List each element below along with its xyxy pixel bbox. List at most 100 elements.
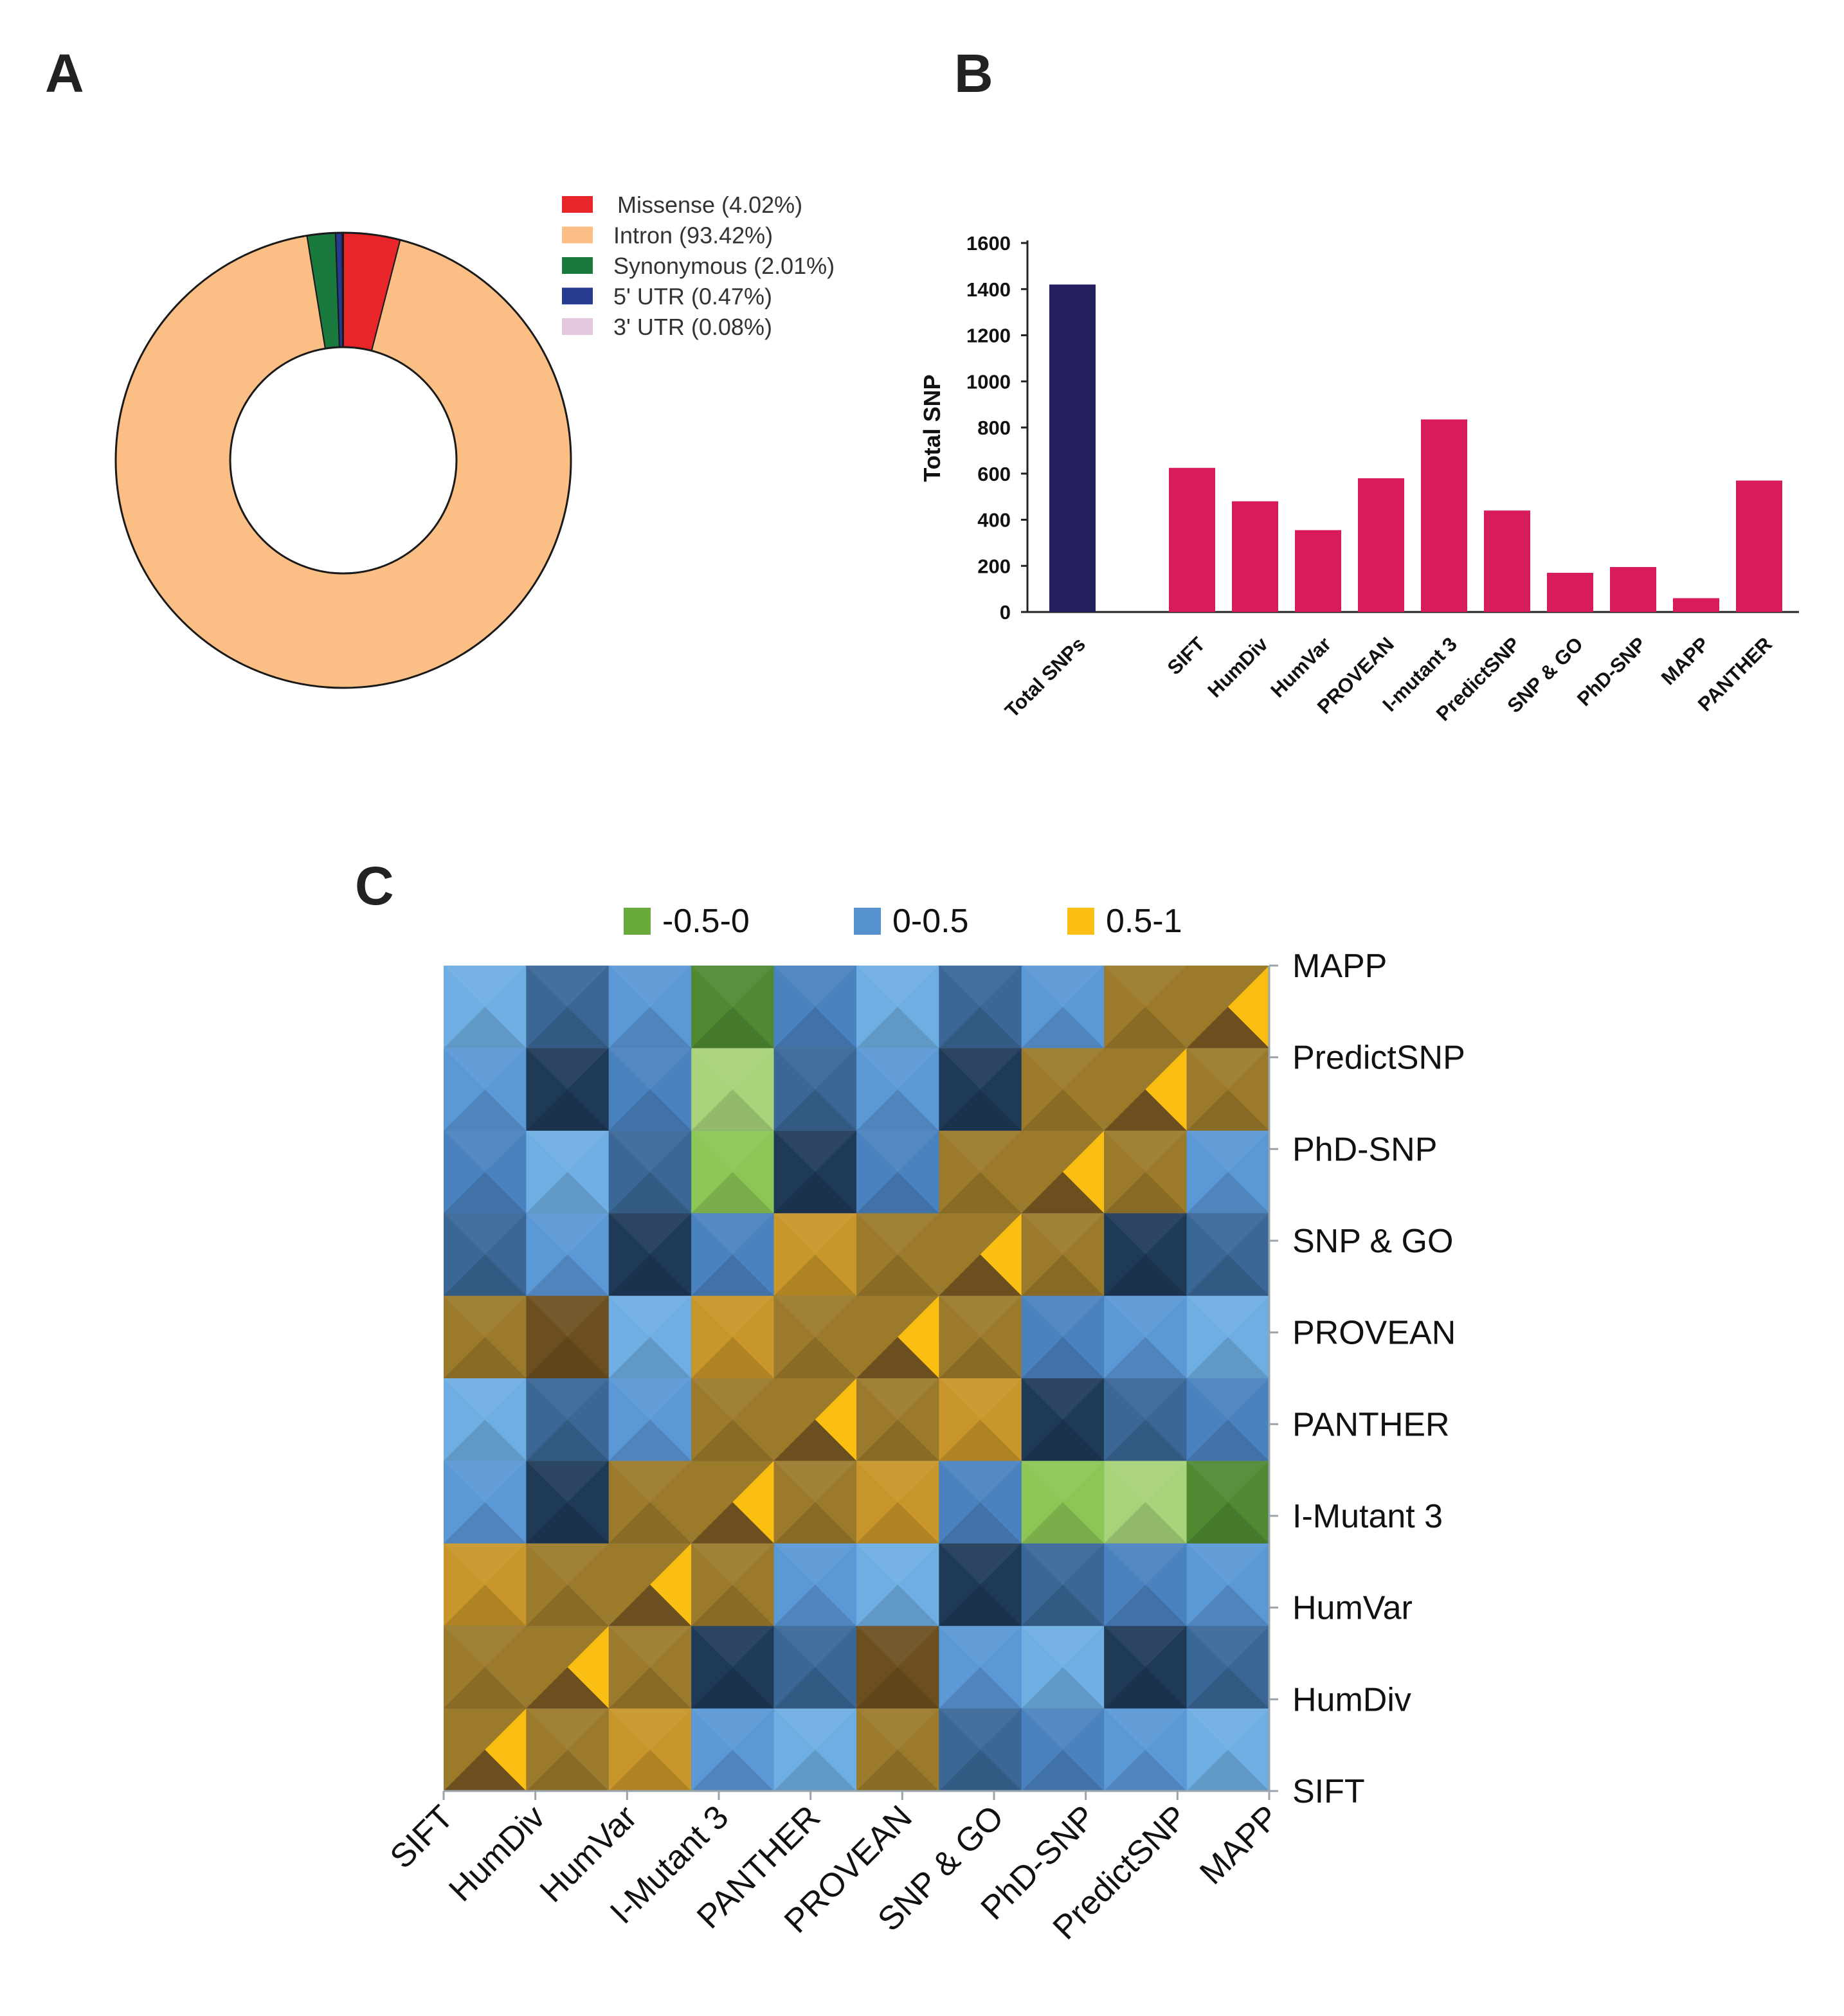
panel-label-c: C xyxy=(355,856,394,916)
heatmap-cell-snp-go-sift xyxy=(444,1213,527,1296)
heatmap-cell-sift-i-mutant-3 xyxy=(691,1708,774,1791)
bar-snp-go xyxy=(1547,573,1593,612)
y-tick-label-c-humdiv: HumDiv xyxy=(1292,1681,1411,1718)
heatmap-cell-snp-go-humvar xyxy=(608,1213,692,1296)
heatmap-cell-snp-go-humdiv xyxy=(526,1213,609,1296)
heatmap-cell-provean-panther xyxy=(773,1295,856,1378)
heatmap-cell-sift-provean xyxy=(856,1708,939,1791)
heatmap-cell-i-mutant-3-snp-go xyxy=(939,1461,1022,1544)
y-tick-label-c-phd-snp: PhD-SNP xyxy=(1292,1131,1437,1168)
heatmap-cell-mapp-mapp xyxy=(1186,966,1269,1048)
bar-phd-snp xyxy=(1610,567,1656,612)
heatmap-cell-predictsnp-mapp xyxy=(1186,1048,1269,1131)
donut-outline xyxy=(114,231,572,689)
heatmap-cell-panther-i-mutant-3 xyxy=(691,1378,774,1461)
legend-label-3-utr: 3' UTR (0.08%) xyxy=(613,314,772,340)
heatmap-cell-phd-snp-mapp xyxy=(1186,1130,1269,1214)
y-tick-label-800: 800 xyxy=(977,417,1011,439)
heatmap-cell-phd-snp-sift xyxy=(444,1130,527,1214)
heatmap-cell-snp-go-i-mutant-3 xyxy=(691,1213,774,1296)
heatmap-cell-provean-humvar xyxy=(608,1295,692,1378)
heatmap-cell-panther-predictsnp xyxy=(1104,1378,1187,1461)
heatmap-cell-mapp-predictsnp xyxy=(1104,966,1187,1048)
heatmap-cell-humvar-humvar xyxy=(608,1543,692,1626)
heatmap-cell-i-mutant-3-provean xyxy=(856,1461,939,1544)
heatmap-cell-i-mutant-3-humvar xyxy=(608,1461,692,1544)
heatmap-cell-predictsnp-panther xyxy=(773,1048,856,1131)
heatmap-cell-humdiv-humvar xyxy=(608,1626,692,1709)
heatmap-cell-sift-predictsnp xyxy=(1104,1708,1187,1791)
heatmap-cell-humvar-humdiv xyxy=(526,1543,609,1626)
heatmap-cell-i-mutant-3-sift xyxy=(444,1461,527,1544)
y-tick-label-c-mapp: MAPP xyxy=(1292,948,1387,985)
x-tick-label-c-humdiv: HumDiv xyxy=(442,1798,552,1909)
legend-label-c-2: 0.5-1 xyxy=(1106,903,1182,940)
heatmap-cell-humdiv-humdiv xyxy=(526,1626,609,1709)
y-tick-label-400: 400 xyxy=(977,509,1011,532)
legend-label-missense: Missense (4.02%) xyxy=(617,192,802,218)
heatmap-cell-phd-snp-predictsnp xyxy=(1104,1130,1187,1214)
heatmap-cell-provean-i-mutant-3 xyxy=(691,1295,774,1378)
heatmap-cell-i-mutant-3-phd-snp xyxy=(1021,1461,1105,1544)
heatmap-cell-sift-sift xyxy=(444,1708,527,1791)
heatmap-cell-mapp-panther xyxy=(773,966,856,1048)
y-tick-label-c-snp-go: SNP & GO xyxy=(1292,1223,1453,1260)
heatmap-cell-humdiv-phd-snp xyxy=(1021,1626,1105,1709)
legend-swatch-5-utr xyxy=(562,287,593,305)
donut-slices xyxy=(115,231,572,688)
y-tick-label-200: 200 xyxy=(977,555,1011,577)
heatmap-cell-humdiv-panther xyxy=(773,1626,856,1709)
heatmap-cell-snp-go-provean xyxy=(856,1213,939,1296)
bar-provean xyxy=(1358,478,1404,612)
heatmap-cell-humdiv-mapp xyxy=(1186,1626,1269,1709)
heatmap-cell-mapp-i-mutant-3 xyxy=(691,966,774,1048)
heatmap-cell-humvar-i-mutant-3 xyxy=(691,1543,774,1626)
y-tick-label-c-humvar: HumVar xyxy=(1292,1590,1413,1627)
heatmap-cell-panther-panther xyxy=(773,1378,856,1461)
heatmap-cell-provean-humdiv xyxy=(526,1295,609,1378)
heatmap-cell-phd-snp-snp-go xyxy=(939,1130,1022,1214)
heatmap-cell-sift-mapp xyxy=(1186,1708,1269,1791)
heatmap-cell-snp-go-predictsnp xyxy=(1104,1213,1187,1296)
heatmap-cell-phd-snp-humdiv xyxy=(526,1130,609,1214)
heatmap-cell-mapp-phd-snp xyxy=(1021,966,1105,1048)
heatmap-cell-humvar-predictsnp xyxy=(1104,1543,1187,1626)
heatmap-cell-panther-phd-snp xyxy=(1021,1378,1105,1461)
heatmap-cell-predictsnp-snp-go xyxy=(939,1048,1022,1131)
heatmap-cell-panther-snp-go xyxy=(939,1378,1022,1461)
heatmap-cell-humdiv-predictsnp xyxy=(1104,1626,1187,1709)
heatmap-cell-snp-go-snp-go xyxy=(939,1213,1022,1296)
legend-label-synonymous: Synonymous (2.01%) xyxy=(613,253,835,279)
heatmap-cell-provean-predictsnp xyxy=(1104,1295,1187,1378)
heatmap-cell-predictsnp-provean xyxy=(856,1048,939,1131)
donut-hole xyxy=(229,346,458,575)
heatmap-cell-provean-mapp xyxy=(1186,1295,1269,1378)
heatmap-cell-panther-humvar xyxy=(608,1378,692,1461)
x-tick-label-c-mapp: MAPP xyxy=(1193,1798,1286,1891)
heatmap-cell-predictsnp-phd-snp xyxy=(1021,1048,1105,1131)
heatmap-cell-mapp-humvar xyxy=(608,966,692,1048)
heatmap-cell-panther-humdiv xyxy=(526,1378,609,1461)
bar-humvar xyxy=(1295,530,1341,612)
legend-swatch-c-0 xyxy=(624,908,651,935)
heatmap-cell-snp-go-phd-snp xyxy=(1021,1213,1105,1296)
heatmap-cell-provean-phd-snp xyxy=(1021,1295,1105,1378)
bar-humdiv xyxy=(1232,501,1278,612)
panel-label-a: A xyxy=(45,43,84,104)
heatmap-cell-i-mutant-3-predictsnp xyxy=(1104,1461,1187,1544)
heatmap-cell-sift-snp-go xyxy=(939,1708,1022,1791)
heatmap-cell-sift-panther xyxy=(773,1708,856,1791)
heatmap-cell-snp-go-mapp xyxy=(1186,1213,1269,1296)
heatmap-cell-provean-provean xyxy=(856,1295,939,1378)
legend-swatch-intron xyxy=(562,226,593,244)
heatmap-cell-predictsnp-sift xyxy=(444,1048,527,1131)
y-tick-label-c-predictsnp: PredictSNP xyxy=(1292,1040,1465,1077)
legend-a: Missense (4.02%) Intron (93.42%) Synonymou… xyxy=(562,192,835,340)
legend-c: -0.5-0 0-0.5 0.5-1 xyxy=(624,903,1182,940)
y-tick-label-1600: 1600 xyxy=(966,232,1011,255)
y-tick-label-1400: 1400 xyxy=(966,278,1011,301)
heatmap-cell-i-mutant-3-panther xyxy=(773,1461,856,1544)
heatmap-cell-phd-snp-panther xyxy=(773,1130,856,1214)
heatmap-cell-snp-go-panther xyxy=(773,1213,856,1296)
